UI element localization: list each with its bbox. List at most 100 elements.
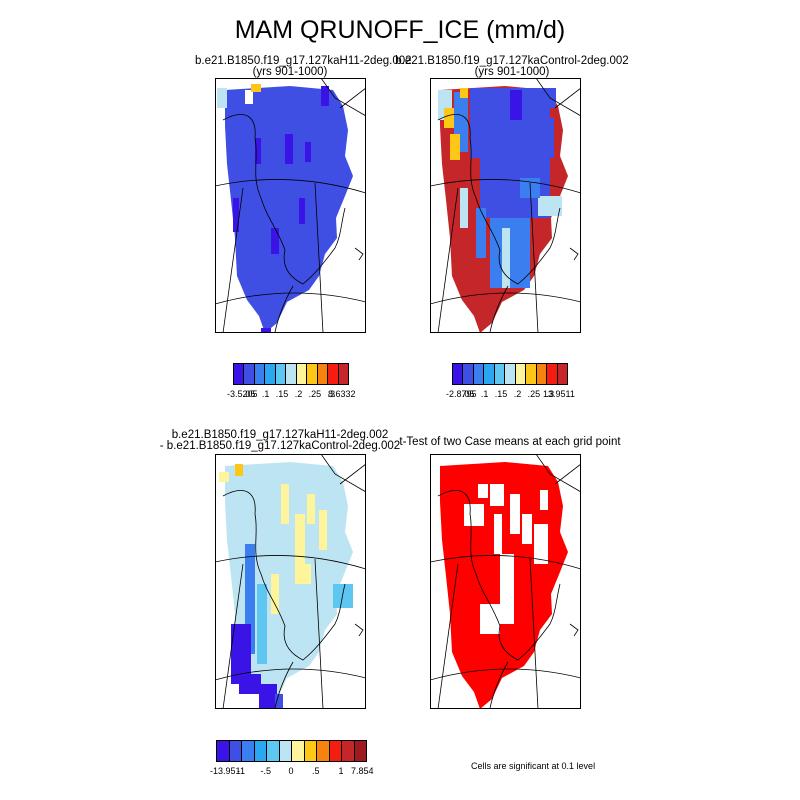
grid-cell	[231, 624, 251, 684]
panel-2-map	[430, 78, 581, 333]
colorbar-tick-label: .1	[261, 389, 270, 399]
coastline	[569, 623, 579, 637]
colorbar-swatch	[328, 740, 342, 762]
grid-cell	[245, 90, 253, 104]
grid-cell	[257, 584, 267, 664]
non-significant-cell	[478, 484, 488, 498]
colorbar-tick-label: 13.9511	[543, 389, 575, 399]
grid-cell	[305, 142, 311, 162]
meridian-line	[554, 87, 581, 109]
latitude-line	[215, 179, 366, 194]
panel-3-title: b.e21.B1850.f19_g17.127kaH11-2deg.002 - …	[150, 429, 410, 452]
latitude-line	[215, 292, 366, 305]
grid-cell	[261, 328, 271, 333]
coastline	[437, 490, 561, 709]
latitude-line	[535, 78, 581, 117]
grid-cell	[460, 88, 468, 98]
panel-1-map	[215, 78, 366, 333]
colorbar-swatch	[556, 363, 568, 385]
latitude-line	[320, 78, 366, 117]
grid-cell	[299, 564, 311, 584]
grid-cell	[307, 494, 315, 524]
colorbar-tick-label: -3.5205	[227, 389, 258, 399]
meridian-line	[437, 563, 459, 709]
grid-cell	[460, 188, 468, 228]
colorbar-swatch	[316, 740, 330, 762]
grid-cell	[321, 86, 329, 106]
meridian-line	[314, 558, 324, 709]
panel-2-title-line2: (yrs 901-1000)	[474, 66, 550, 78]
colorbar-tick-label: 8.6332	[328, 389, 356, 399]
meridian-line	[437, 187, 459, 333]
panel-2-title-line1: b.e21.B1850.f19_g17.127kaControl-2deg.00…	[395, 55, 629, 67]
colorbar-tick-label: .1	[480, 389, 489, 399]
colorbar-tick-label: .15	[275, 389, 289, 399]
colorbar-tick-label: .3	[546, 389, 555, 399]
meridian-line	[529, 558, 539, 709]
coastline	[222, 490, 346, 709]
coastline	[354, 623, 364, 637]
colorbar-tick-label: .2	[513, 389, 522, 399]
colorbar-swatch	[291, 740, 305, 762]
colorbar-tick-label: 7.854	[351, 766, 374, 776]
non-significant-cell	[522, 514, 532, 544]
colorbar-swatch	[228, 740, 242, 762]
colorbar-swatch	[253, 740, 267, 762]
panel-3-title-line2: - b.e21.B1850.f19_g17.127kaControl-2deg.…	[159, 440, 401, 452]
latitude-line	[535, 454, 581, 493]
meridian-line	[339, 463, 366, 485]
grid-cell	[530, 118, 554, 158]
grid-cell	[319, 510, 327, 550]
map-border	[215, 454, 366, 709]
grid-cell	[333, 584, 353, 608]
grid-cell	[444, 108, 454, 128]
colorbar-swatch	[341, 740, 355, 762]
panel-1-colorbar: -3.5205.05 .1 .15 .2 .25 .3 8.6332	[227, 363, 356, 403]
non-significant-cell	[500, 554, 514, 624]
panel-4-map	[430, 454, 581, 709]
meridian-line	[339, 87, 366, 109]
colorbar-tick-label: -.5	[260, 766, 272, 776]
grid-cell	[235, 464, 243, 476]
meridian-line	[529, 182, 539, 333]
colorbar-tick-label: -1	[237, 766, 246, 776]
non-significant-cell	[534, 524, 548, 564]
meridian-line	[554, 463, 581, 485]
grid-cell	[299, 198, 305, 224]
panel-3-map	[215, 454, 366, 709]
panel-2-title: b.e21.B1850.f19_g17.127kaControl-2deg.00…	[392, 55, 632, 78]
meridian-line	[314, 182, 324, 333]
grid-cell	[450, 134, 460, 160]
latitude-line	[320, 454, 366, 493]
latitude-line	[430, 555, 581, 570]
grid-cell	[271, 574, 279, 614]
colorbar-swatch	[216, 740, 230, 762]
colorbar-tick-label: -2.8795	[446, 389, 477, 399]
colorbar-tick-label: 0	[288, 766, 294, 776]
non-significant-cell	[464, 504, 484, 526]
panel-3-title-line1: b.e21.B1850.f19_g17.127kaH11-2deg.002	[171, 429, 389, 441]
grid-cell	[259, 684, 277, 709]
meridian-line	[222, 563, 244, 709]
grid-cell	[476, 208, 486, 258]
panel-1-title: b.e21.B1850.f19_g17.127kaH11-2deg.002 (y…	[195, 55, 412, 78]
latitude-line	[430, 292, 581, 305]
colorbar-tick-label: .25	[527, 389, 541, 399]
colorbar-swatch	[266, 740, 280, 762]
grid-cell	[245, 544, 255, 654]
colorbar-tick-label: .15	[494, 389, 508, 399]
non-significant-cell	[494, 514, 502, 554]
grid-cell	[219, 472, 229, 482]
graticule	[430, 454, 581, 709]
map-border	[215, 78, 366, 333]
figure-title: MAM QRUNOFF_ICE (mm/d)	[234, 16, 566, 44]
colorbar-tick-label: 1	[338, 766, 344, 776]
grid-cell	[502, 228, 510, 288]
coastline	[222, 114, 346, 333]
panel-1-title-line2: (yrs 901-1000)	[252, 66, 328, 78]
latitude-line	[215, 555, 366, 570]
grid-cell	[271, 228, 279, 254]
grid-cell	[538, 196, 562, 216]
grid-cell	[255, 138, 261, 164]
non-significant-cell	[480, 604, 500, 634]
